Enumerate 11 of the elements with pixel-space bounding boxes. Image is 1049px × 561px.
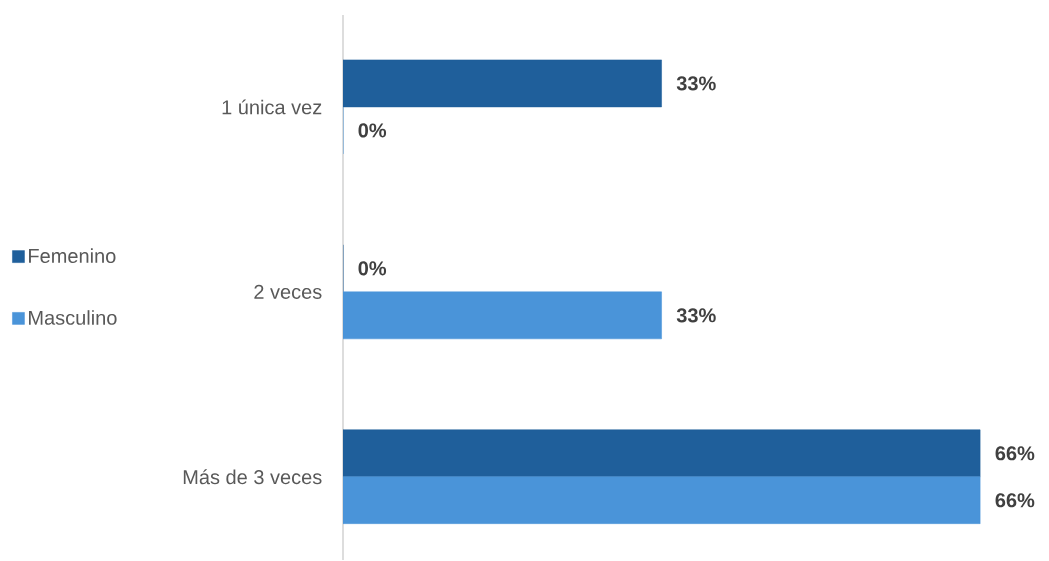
data-label: 33% <box>676 76 716 91</box>
data-label: 33% <box>676 308 716 323</box>
data-label: 0% <box>358 261 387 276</box>
legend-label: Femenino <box>29 248 116 264</box>
y-tick-label: 1 única vez <box>222 99 322 115</box>
data-label: 66% <box>995 446 1035 461</box>
y-tick-label: Más de 3 veces <box>183 469 322 485</box>
legend-label: Masculino <box>29 310 117 325</box>
data-label: 0% <box>358 123 387 138</box>
y-tick-label: 2 veces <box>254 284 322 299</box>
data-label: 66% <box>995 493 1035 508</box>
